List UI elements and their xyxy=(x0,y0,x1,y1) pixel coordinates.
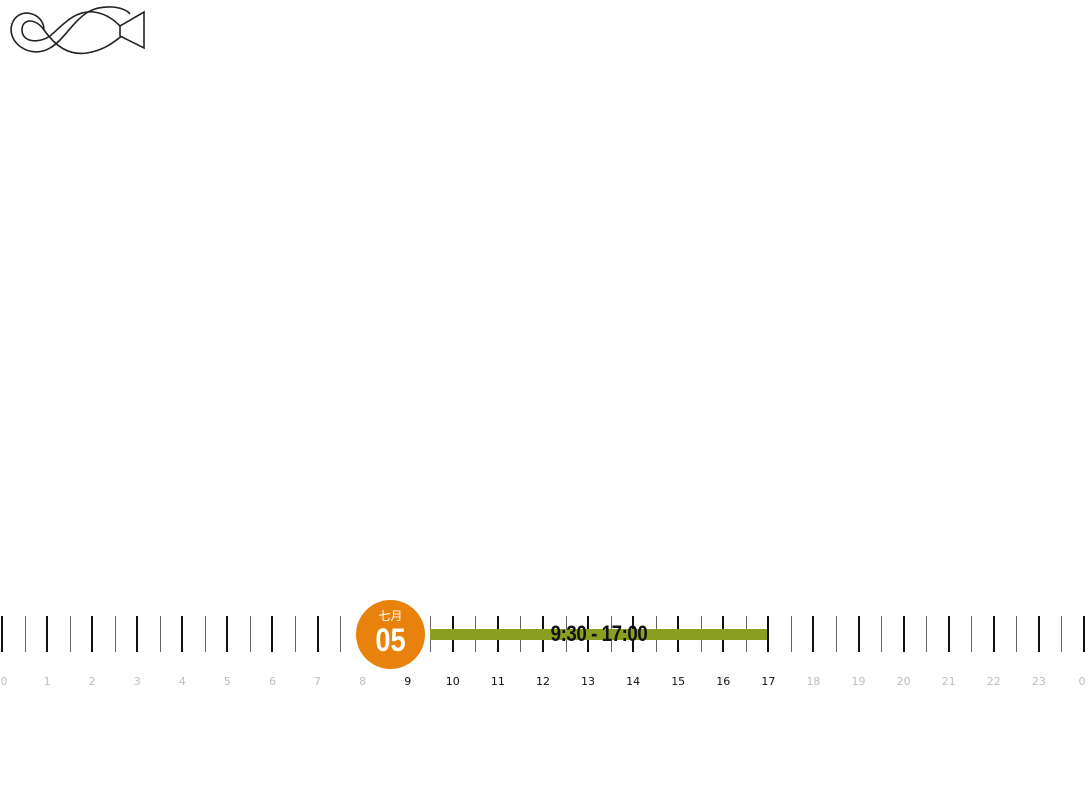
working-hours-end-marker xyxy=(767,625,770,644)
hour-tick xyxy=(226,616,229,652)
hour-label: 5 xyxy=(223,675,231,688)
hour-label: 2 xyxy=(88,675,96,688)
hour-tick xyxy=(91,616,94,652)
half-hour-tick xyxy=(926,616,928,652)
hour-label: 12 xyxy=(535,675,550,688)
hour-tick xyxy=(316,616,319,652)
hour-label: 1 xyxy=(43,675,51,688)
hour-tick xyxy=(46,616,49,652)
date-day: 05 xyxy=(375,622,406,658)
half-hour-tick xyxy=(249,616,251,652)
half-hour-tick xyxy=(24,616,26,652)
day-timeline: 0 1 2 3 4 5 6 7 8 9 10 11 12 13 14 15 16 17 18 19 20 21 22 23 0 … xyxy=(0,600,1088,700)
hour-tick xyxy=(136,616,139,652)
hour-tick xyxy=(271,616,274,652)
hour-tick xyxy=(181,616,184,652)
hour-label: 23 xyxy=(1031,675,1046,688)
hour-label: 15 xyxy=(671,675,686,688)
hour-label: 3 xyxy=(133,675,141,688)
hour-tick xyxy=(1,616,3,652)
hour-label: 19 xyxy=(851,675,866,688)
hour-label: 13 xyxy=(581,675,596,688)
hour-tick xyxy=(812,616,815,652)
hour-label: 18 xyxy=(806,675,821,688)
hour-tick xyxy=(947,616,950,652)
hour-label: 14 xyxy=(626,675,641,688)
hour-label: 20 xyxy=(896,675,911,688)
half-hour-tick xyxy=(1061,616,1063,652)
hour-label: 4 xyxy=(178,675,186,688)
half-hour-tick xyxy=(204,616,206,652)
hour-label: 0 xyxy=(1078,675,1086,688)
hour-tick xyxy=(857,616,860,652)
hour-label: 11 xyxy=(490,675,505,688)
hour-tick xyxy=(1082,616,1085,652)
half-hour-tick xyxy=(340,616,342,652)
date-month: 七月 xyxy=(378,609,403,623)
working-hours-bar xyxy=(430,629,769,640)
hour-label: 0 xyxy=(0,675,8,688)
hour-tick xyxy=(902,616,905,652)
hour-label: 7 xyxy=(314,675,322,688)
hour-label: 8 xyxy=(359,675,367,688)
half-hour-tick xyxy=(114,616,116,652)
infinity-arrow-logo-icon xyxy=(10,6,145,55)
date-badge: 七月 05 xyxy=(356,600,425,669)
hour-label: 9 xyxy=(404,675,412,688)
half-hour-tick xyxy=(295,616,297,652)
hour-tick xyxy=(992,616,995,652)
half-hour-tick xyxy=(881,616,883,652)
working-hours-text: 9:30 - 17:00 xyxy=(550,621,648,646)
hour-label: 22 xyxy=(986,675,1001,688)
hour-label: 21 xyxy=(941,675,956,688)
hour-label: 16 xyxy=(716,675,731,688)
half-hour-tick xyxy=(790,616,792,652)
half-hour-tick xyxy=(835,616,837,652)
hour-label: 6 xyxy=(268,675,276,688)
half-hour-tick xyxy=(971,616,973,652)
half-hour-tick xyxy=(159,616,161,652)
half-hour-tick xyxy=(1016,616,1018,652)
hour-label: 10 xyxy=(445,675,460,688)
half-hour-tick xyxy=(69,616,71,652)
hour-tick xyxy=(1037,616,1040,652)
hour-label: 17 xyxy=(761,675,776,688)
